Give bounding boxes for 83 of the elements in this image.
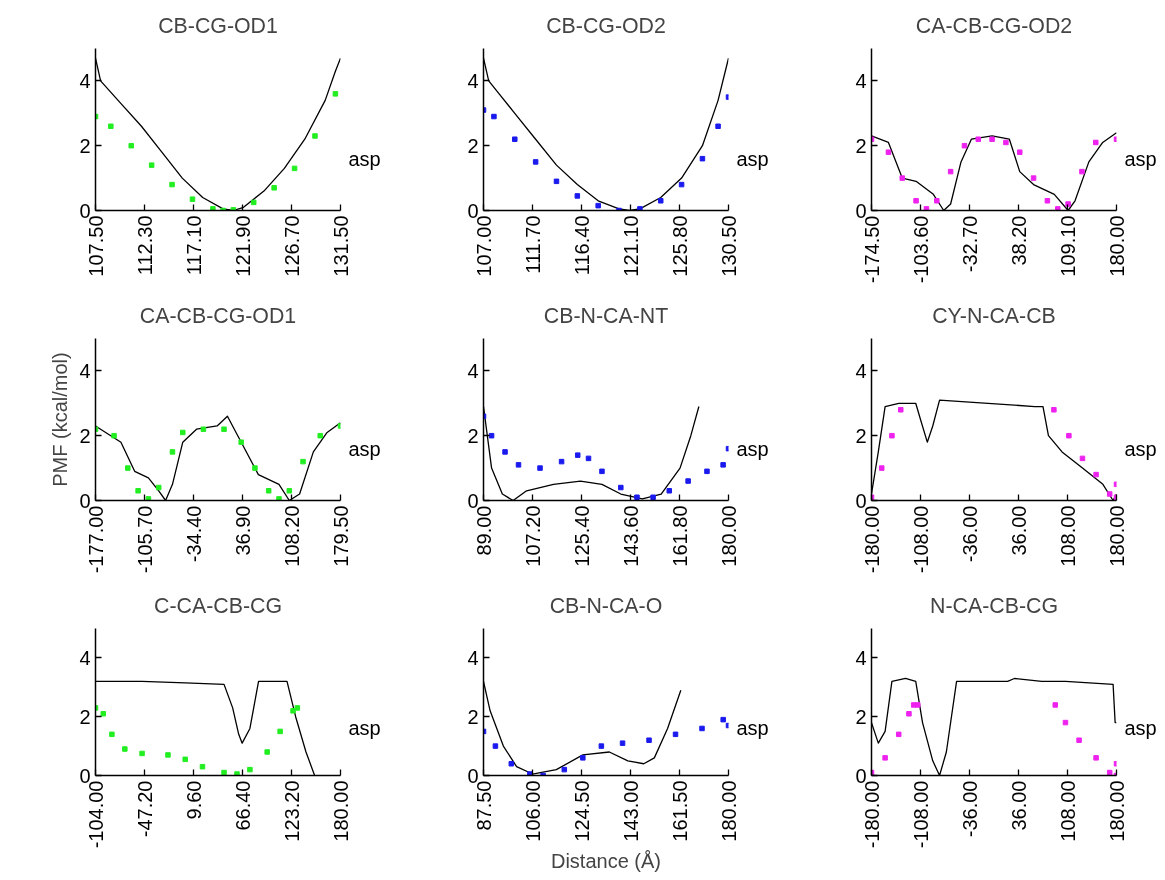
y-tick-label: 2 — [467, 424, 479, 447]
x-tick-label: 180.00 — [329, 780, 352, 842]
x-tick-label: -32.70 — [958, 215, 981, 273]
y-tick-label: 2 — [467, 134, 479, 157]
x-tick-label: 116.40 — [570, 215, 593, 276]
y-tick-label: 4 — [855, 646, 867, 669]
x-tick-label: 131.50 — [329, 215, 352, 277]
x-tick-label: 121.90 — [231, 215, 254, 277]
y-axis-title: PMF (kcal/mol) — [49, 352, 72, 487]
x-tick-label: 161.50 — [668, 780, 691, 842]
chart-title: CA-CB-CG-OD1 — [139, 303, 297, 328]
x-tick-label: 143.60 — [619, 505, 642, 567]
x-tick-label: 180.00 — [717, 780, 740, 842]
x-tick-label: 107.20 — [521, 505, 544, 567]
x-tick-label: 108.20 — [280, 505, 303, 567]
x-tick-label: 180.00 — [717, 505, 740, 567]
text: asp — [1124, 717, 1157, 740]
x-tick-label: -34.40 — [182, 505, 205, 563]
x-tick-label: 126.70 — [280, 215, 303, 277]
x-tick-label: 38.20 — [1007, 215, 1030, 266]
y-tick-label: 2 — [79, 424, 91, 447]
x-tick-label: 108.00 — [1056, 505, 1079, 567]
y-tick-label: 4 — [467, 69, 479, 92]
x-tick-label: 130.50 — [717, 215, 740, 277]
x-tick-label: -36.00 — [958, 780, 981, 838]
chart-title: CY-N-CA-CB — [932, 303, 1056, 328]
text: asp — [1124, 147, 1157, 170]
y-tick-label: 4 — [79, 646, 91, 669]
y-tick-label: 4 — [467, 646, 479, 669]
chart-title: CA-CB-CG-OD2 — [915, 13, 1073, 38]
x-tick-label: 111.70 — [521, 215, 544, 274]
x-axis-title: Distance (Å) — [550, 849, 662, 872]
x-tick-label: -108.00 — [909, 505, 932, 574]
x-tick-label: 117.10 — [182, 215, 205, 276]
x-tick-label: 108.00 — [1056, 780, 1079, 842]
x-tick-label: 161.80 — [668, 505, 691, 567]
x-tick-label: -108.00 — [909, 780, 932, 849]
x-tick-label: 36.00 — [1007, 505, 1030, 556]
x-tick-label: 123.20 — [280, 780, 303, 842]
x-tick-label: 9.60 — [182, 780, 205, 820]
x-tick-label: 66.40 — [231, 780, 254, 831]
chart-title: CB-N-CA-NT — [543, 303, 669, 328]
x-tick-label: 125.40 — [570, 505, 593, 567]
x-tick-label: 180.00 — [1105, 505, 1128, 567]
x-tick-label: 36.90 — [231, 505, 254, 556]
x-tick-label: 125.80 — [668, 215, 691, 277]
chart-title: CB-CG-OD2 — [546, 13, 666, 38]
chart-title: N-CA-CB-CG — [930, 593, 1058, 618]
x-tick-label: 112.30 — [133, 215, 156, 276]
y-tick-label: 4 — [855, 359, 867, 382]
text: asp — [736, 147, 769, 170]
y-tick-label: 4 — [79, 69, 91, 92]
x-tick-label: 180.00 — [1105, 780, 1128, 842]
x-tick-label: 124.50 — [570, 780, 593, 842]
y-tick-label: 4 — [79, 359, 91, 382]
chart-title: CB-CG-OD1 — [158, 13, 278, 38]
text: asp — [736, 437, 769, 460]
x-tick-label: 180.00 — [1105, 215, 1128, 277]
x-tick-label: -105.70 — [133, 505, 156, 574]
text: asp — [348, 717, 381, 740]
x-tick-label: 121.10 — [619, 215, 642, 277]
text: asp — [1124, 437, 1157, 460]
x-tick-label: -103.60 — [909, 215, 932, 284]
x-tick-label: 36.00 — [1007, 780, 1030, 831]
chart-title: CB-N-CA-O — [549, 593, 663, 618]
y-tick-label: 2 — [855, 134, 867, 157]
y-tick-label: 2 — [79, 134, 91, 157]
x-tick-label: 143.00 — [619, 780, 642, 842]
y-tick-label: 2 — [855, 705, 867, 728]
y-tick-label: 4 — [855, 69, 867, 92]
x-tick-label: 109.10 — [1056, 215, 1079, 277]
text: asp — [736, 717, 769, 740]
x-tick-label: -36.00 — [958, 505, 981, 563]
y-tick-label: 2 — [855, 424, 867, 447]
text: asp — [348, 437, 381, 460]
chart-title: C-CA-CB-CG — [154, 593, 282, 618]
x-tick-label: -47.20 — [133, 780, 156, 838]
y-tick-label: 2 — [467, 705, 479, 728]
y-tick-label: 2 — [79, 705, 91, 728]
text: asp — [348, 147, 381, 170]
x-tick-label: 106.00 — [521, 780, 544, 842]
x-tick-label: 179.50 — [329, 505, 352, 567]
y-tick-label: 4 — [467, 359, 479, 382]
